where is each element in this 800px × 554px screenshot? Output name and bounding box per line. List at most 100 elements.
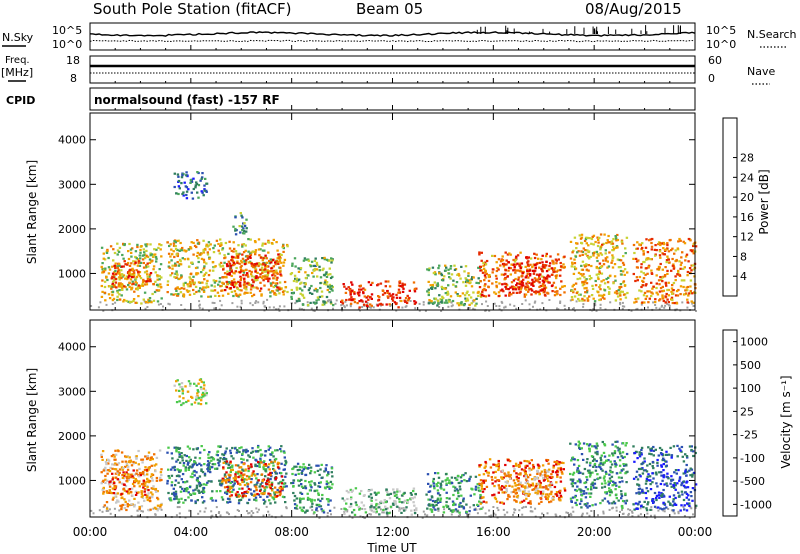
scatter-cell [434, 273, 437, 276]
scatter-cell [345, 502, 348, 505]
scatter-cell [520, 262, 524, 265]
scatter-cell [498, 486, 501, 489]
scatter-cell [559, 476, 562, 479]
scatter-cell [549, 255, 552, 258]
ground-scatter-cell [627, 508, 630, 511]
ground-scatter-cell [219, 299, 222, 302]
scatter-cell [113, 455, 116, 458]
scatter-cell [198, 253, 201, 256]
scatter-cell [654, 298, 657, 301]
scatter-cell [262, 263, 265, 266]
scatter-cell [322, 511, 326, 514]
scatter-cell [600, 253, 604, 256]
scatter-cell [596, 236, 599, 239]
scatter-cell [600, 280, 603, 283]
scatter-cell [205, 285, 209, 288]
scatter-cell [692, 301, 696, 304]
scatter-cell [125, 275, 129, 278]
scatter-cell [665, 284, 668, 287]
scatter-cell [239, 483, 242, 486]
scatter-cell [215, 279, 218, 283]
scatter-cell [142, 278, 145, 281]
scatter-cell [126, 455, 130, 458]
scatter-cell [225, 280, 228, 283]
scatter-cell [203, 384, 206, 387]
scatter-cell [236, 491, 239, 494]
ground-scatter-cell [621, 305, 624, 308]
scatter-cell [189, 181, 192, 184]
scatter-cell [245, 261, 248, 264]
scatter-cell [358, 294, 361, 297]
scatter-cell [608, 481, 611, 484]
scatter-cell [254, 464, 257, 468]
scatter-cell [607, 292, 611, 295]
scatter-cell [256, 464, 259, 468]
scatter-cell [599, 294, 603, 297]
scatter-cell [122, 257, 125, 260]
scatter-cell [269, 453, 273, 456]
scatter-cell [116, 298, 119, 302]
scatter-cell [444, 264, 447, 267]
scatter-cell [183, 181, 186, 184]
scatter-cell [436, 489, 440, 492]
scatter-cell [158, 449, 162, 452]
scatter-cell [149, 252, 152, 255]
scatter-cell [544, 255, 548, 258]
scatter-cell [362, 303, 366, 306]
scatter-cell [454, 291, 457, 294]
scatter-cell [252, 470, 255, 473]
scatter-cell [625, 442, 628, 445]
scatter-cell [158, 278, 161, 281]
scatter-cell [109, 466, 112, 469]
scatter-cell [413, 288, 416, 291]
scatter-cell [328, 283, 331, 286]
scatter-cell [267, 445, 270, 448]
scatter-cell [103, 258, 107, 261]
scatter-cell [479, 495, 482, 498]
scatter-cell [191, 197, 195, 200]
scatter-cell [524, 285, 527, 288]
scatter-cell [503, 486, 506, 489]
scatter-cell [478, 500, 481, 503]
scatter-cell [474, 488, 477, 491]
ground-scatter-cell [692, 513, 694, 516]
scatter-cell [222, 276, 225, 279]
scatter-cell [254, 279, 257, 282]
scatter-cell [599, 248, 602, 251]
scatter-cell [556, 470, 560, 474]
ground-scatter-cell [654, 516, 657, 519]
scatter-cell [515, 255, 518, 258]
scatter-cell [510, 263, 513, 266]
scatter-cell [274, 472, 278, 475]
scatter-cell [442, 297, 445, 300]
scatter-cell [284, 459, 287, 462]
ground-scatter-cell [398, 506, 401, 509]
scatter-cell [505, 287, 508, 290]
scatter-cell [128, 504, 131, 507]
scatter-cell [278, 253, 282, 256]
scatter-cell [181, 473, 185, 476]
scatter-cell [579, 237, 583, 240]
scatter-cell [263, 460, 266, 463]
scatter-cell [523, 459, 526, 463]
scatter-cell [543, 266, 547, 269]
ground-scatter-cell [493, 302, 496, 305]
scatter-cell [125, 299, 128, 303]
scatter-cell [642, 250, 645, 253]
scatter-cell [633, 301, 636, 304]
scatter-cell [237, 470, 240, 473]
scatter-cell [178, 395, 181, 398]
scatter-cell [150, 260, 153, 263]
scatter-cell [176, 173, 180, 176]
scatter-cell [574, 267, 578, 270]
scatter-cell [218, 252, 221, 255]
scatter-cell [572, 249, 575, 252]
scatter-cell [180, 455, 183, 458]
scatter-cell [250, 478, 253, 481]
scatter-cell [266, 269, 269, 272]
scatter-cell [264, 242, 267, 245]
scatter-cell [504, 263, 507, 266]
scatter-cell [194, 462, 197, 465]
scatter-cell [538, 281, 541, 284]
scatter-cell [497, 291, 501, 294]
